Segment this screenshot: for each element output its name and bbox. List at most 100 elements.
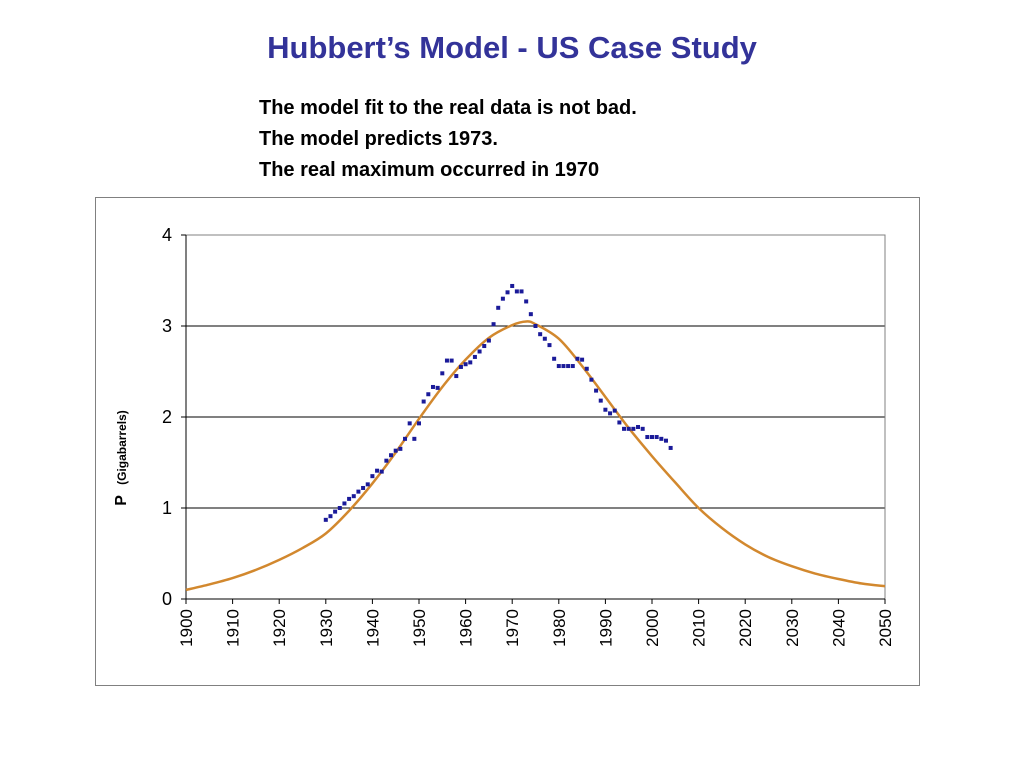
real-data-point <box>626 426 631 431</box>
x-tick-label: 1970 <box>503 609 522 647</box>
real-data-point <box>435 385 440 390</box>
x-tick-label: 2020 <box>736 609 755 647</box>
real-data-point <box>412 436 417 441</box>
real-data-point <box>403 436 408 441</box>
series <box>185 283 886 592</box>
real-data-point <box>608 411 613 416</box>
slide-title: Hubbert’s Model - US Case Study <box>267 30 757 65</box>
note-line-3: The real maximum occurred in 1970 <box>259 159 600 181</box>
real-data-point <box>556 364 561 369</box>
real-data-point <box>384 458 389 463</box>
real-data-point <box>375 468 380 473</box>
real-data-point <box>379 469 384 474</box>
real-data-point <box>342 501 347 506</box>
real-data-point <box>477 349 482 354</box>
real-data-point <box>533 324 538 328</box>
real-data-point <box>337 506 342 510</box>
x-tick-label: 2000 <box>643 609 662 647</box>
real-data-point <box>570 364 575 369</box>
real-data-point <box>328 514 333 519</box>
real-data-point <box>603 407 608 412</box>
real-data-point <box>584 366 589 371</box>
real-data-point <box>426 392 431 397</box>
real-data-point <box>421 399 426 404</box>
real-data-point <box>444 358 449 363</box>
x-tick-label: 1920 <box>270 609 289 647</box>
real-data-point <box>538 332 543 337</box>
real-data-point <box>612 408 617 413</box>
x-tick-label: 1990 <box>596 609 615 647</box>
y-axis-label-main: P <box>113 495 130 506</box>
real-data-point <box>575 356 580 361</box>
real-data-point <box>519 289 524 294</box>
real-data-point <box>430 384 435 389</box>
real-data-point <box>449 358 454 363</box>
x-tick-label: 1940 <box>363 609 382 647</box>
note-line-2: The model predicts 1973. <box>259 128 498 150</box>
note-line-1: The model fit to the real data is not ba… <box>259 97 637 119</box>
y-tick-label: 4 <box>162 225 172 245</box>
real-data-point <box>589 377 594 382</box>
real-data-point <box>323 517 328 522</box>
x-tick-label: 2010 <box>690 609 709 647</box>
real-data-point <box>463 362 468 367</box>
y-tick-label: 0 <box>162 589 172 609</box>
real-data-point <box>333 509 338 514</box>
real-data-point <box>468 360 473 365</box>
real-data-point <box>472 354 477 359</box>
real-data-point <box>645 435 650 440</box>
x-tick-label: 2040 <box>829 609 848 647</box>
real-data-point <box>505 290 510 295</box>
real-data-point <box>650 435 654 440</box>
real-data-point <box>654 435 659 440</box>
real-data-point <box>370 474 375 479</box>
real-data-point <box>524 299 529 304</box>
real-data-point <box>561 364 566 369</box>
real-data-point <box>663 438 668 443</box>
x-tick-label: 2050 <box>876 609 895 647</box>
real-data-point <box>668 445 673 450</box>
x-tick-label: 1960 <box>457 609 476 647</box>
real-data-point <box>454 374 459 379</box>
y-ticks: 0 1 2 3 4 <box>162 225 186 609</box>
real-data-point <box>640 426 645 431</box>
real-data-point <box>458 364 463 369</box>
real-data-point <box>486 338 491 343</box>
real-data-point <box>440 371 445 376</box>
x-tick-label: 1900 <box>177 609 196 647</box>
real-data-point <box>500 296 505 301</box>
x-ticks: 1900 1910 1920 1930 1940 1950 1960 1970 1980 1990… <box>177 599 895 647</box>
real-data-point <box>356 489 361 494</box>
real-data-point <box>528 312 533 317</box>
x-tick-label: 1980 <box>550 609 569 647</box>
real-data-point <box>631 426 636 431</box>
real-data-point <box>552 356 557 361</box>
real-data-point <box>361 485 366 490</box>
real-data-point <box>566 364 571 369</box>
real-data-point <box>407 421 412 426</box>
x-tick-label: 2030 <box>783 609 802 647</box>
real-data-points <box>323 283 673 522</box>
real-data-point <box>491 322 496 327</box>
real-data-point <box>389 453 394 458</box>
gridlines <box>186 325 885 509</box>
model-curve <box>185 320 886 592</box>
real-data-point <box>482 344 487 349</box>
real-data-point <box>594 388 599 393</box>
real-data-point <box>547 343 552 348</box>
x-tick-label: 1910 <box>224 609 243 647</box>
slide-notes: The model fit to the real data is not ba… <box>259 93 859 186</box>
real-data-point <box>347 496 352 501</box>
y-tick-label: 1 <box>162 498 172 518</box>
y-tick-label: 2 <box>162 407 172 427</box>
y-axis-label: P (Gigabarrels) <box>113 410 130 506</box>
y-axis-label-unit: (Gigabarrels) <box>115 410 129 485</box>
real-data-point <box>636 425 641 430</box>
real-data-point <box>542 336 547 341</box>
real-data-point <box>417 421 421 426</box>
real-data-point <box>496 305 501 310</box>
x-tick-label: 1950 <box>410 609 429 647</box>
real-data-point <box>598 398 603 403</box>
